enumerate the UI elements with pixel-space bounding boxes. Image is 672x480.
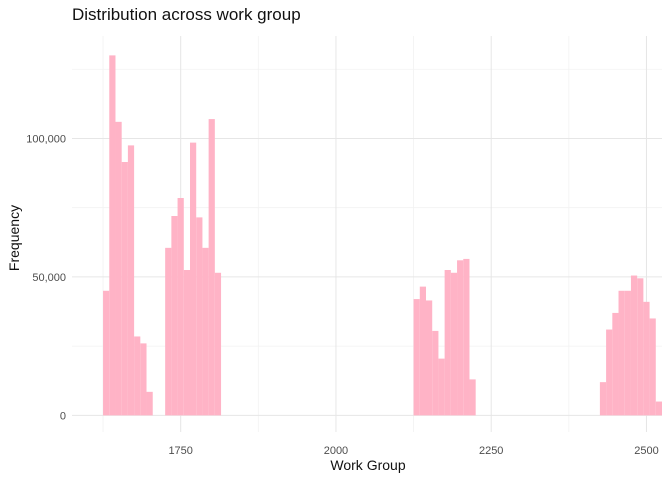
x-tick-label: 2000: [324, 445, 348, 457]
y-axis-title: Frequency: [6, 205, 22, 271]
histogram-bar: [214, 272, 222, 416]
histogram-bar: [630, 275, 638, 416]
histogram-bar: [469, 379, 476, 416]
y-tick-label: 100,000: [26, 133, 66, 145]
grid: [72, 36, 662, 432]
histogram-bar: [109, 55, 116, 416]
histogram-bar: [637, 278, 644, 416]
histogram-bar: [426, 300, 433, 416]
histogram-bar: [450, 272, 458, 416]
histogram-bar: [134, 336, 141, 416]
histogram-bar: [457, 260, 464, 416]
histogram-bar: [599, 382, 607, 416]
histogram-bar: [127, 145, 135, 416]
bars: [103, 55, 662, 416]
histogram-bar: [444, 270, 451, 416]
histogram-bar: [649, 318, 656, 416]
histogram-bar: [183, 270, 190, 416]
histogram-bar: [419, 286, 426, 416]
x-axis-ticks: 1750 2000 2250 2500: [168, 445, 658, 457]
histogram-bar: [413, 299, 420, 416]
histogram-bar: [146, 391, 153, 416]
histogram-bar: [624, 290, 631, 416]
histogram-bar: [432, 330, 439, 416]
chart-title: Distribution across work group: [72, 5, 301, 24]
y-axis-ticks: 0 50,000 100,000: [26, 133, 66, 422]
y-tick-label: 0: [60, 410, 66, 422]
x-axis-title: Work Group: [330, 457, 405, 473]
histogram-bar: [121, 162, 128, 416]
x-tick-label: 2250: [479, 445, 503, 457]
histogram-bar: [655, 401, 662, 416]
histogram-bar: [177, 198, 184, 416]
histogram-bar: [618, 290, 625, 416]
histogram-bar: [115, 121, 122, 416]
histogram-bar: [171, 216, 178, 416]
histogram-bar: [463, 258, 470, 416]
histogram-bar: [208, 119, 215, 416]
x-tick-label: 1750: [168, 445, 192, 457]
histogram-bar: [190, 142, 197, 416]
histogram-bar: [196, 217, 203, 416]
histogram-bar: [643, 301, 650, 416]
histogram-bar: [202, 247, 209, 416]
histogram-bar: [103, 290, 110, 416]
histogram-bar: [165, 247, 172, 416]
histogram-bar: [612, 312, 619, 416]
histogram-bar: [438, 358, 445, 416]
histogram-bar: [140, 343, 147, 416]
y-tick-label: 50,000: [32, 272, 66, 284]
histogram-bar: [606, 329, 613, 416]
x-tick-label: 2500: [634, 445, 658, 457]
